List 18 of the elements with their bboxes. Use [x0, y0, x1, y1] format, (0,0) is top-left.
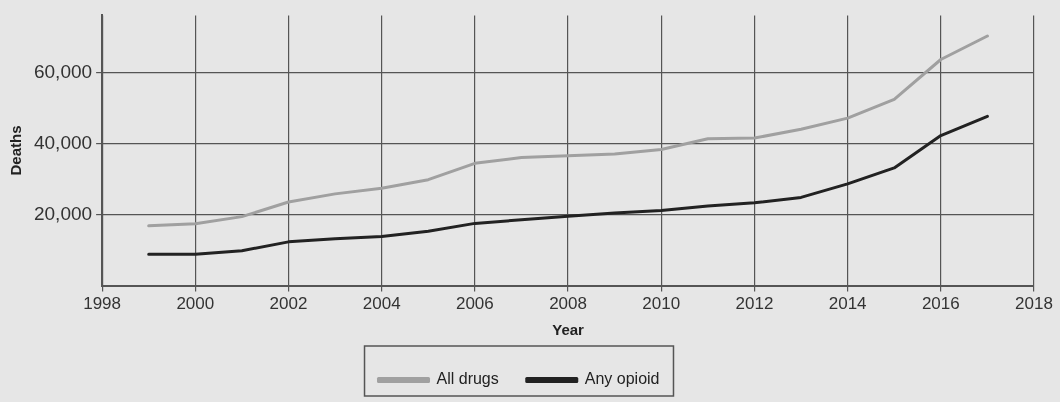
x-tick-label: 2000 [176, 294, 215, 314]
y-tick-label: 20,000 [33, 202, 93, 224]
legend-label: All drugs [436, 370, 499, 388]
x-tick-label: 2006 [455, 294, 494, 314]
x-tick-label: 2008 [549, 294, 587, 314]
y-tick-label: 40,000 [33, 131, 93, 153]
x-tick-label: 2004 [362, 294, 401, 314]
y-axis-title: Deaths [7, 125, 25, 176]
x-tick-label: 2010 [642, 294, 681, 314]
x-tick-label: 1998 [83, 294, 122, 314]
x-tick-label: 2016 [921, 294, 960, 314]
x-tick-label: 2014 [828, 294, 867, 314]
x-tick-label: 2012 [735, 294, 774, 314]
x-axis-title: Year [552, 321, 585, 339]
legend-label: Any opioid [584, 370, 660, 388]
x-tick-label: 2002 [269, 294, 308, 314]
x-tick-label: 2018 [1015, 294, 1053, 314]
y-tick-label: 60,000 [33, 60, 93, 82]
